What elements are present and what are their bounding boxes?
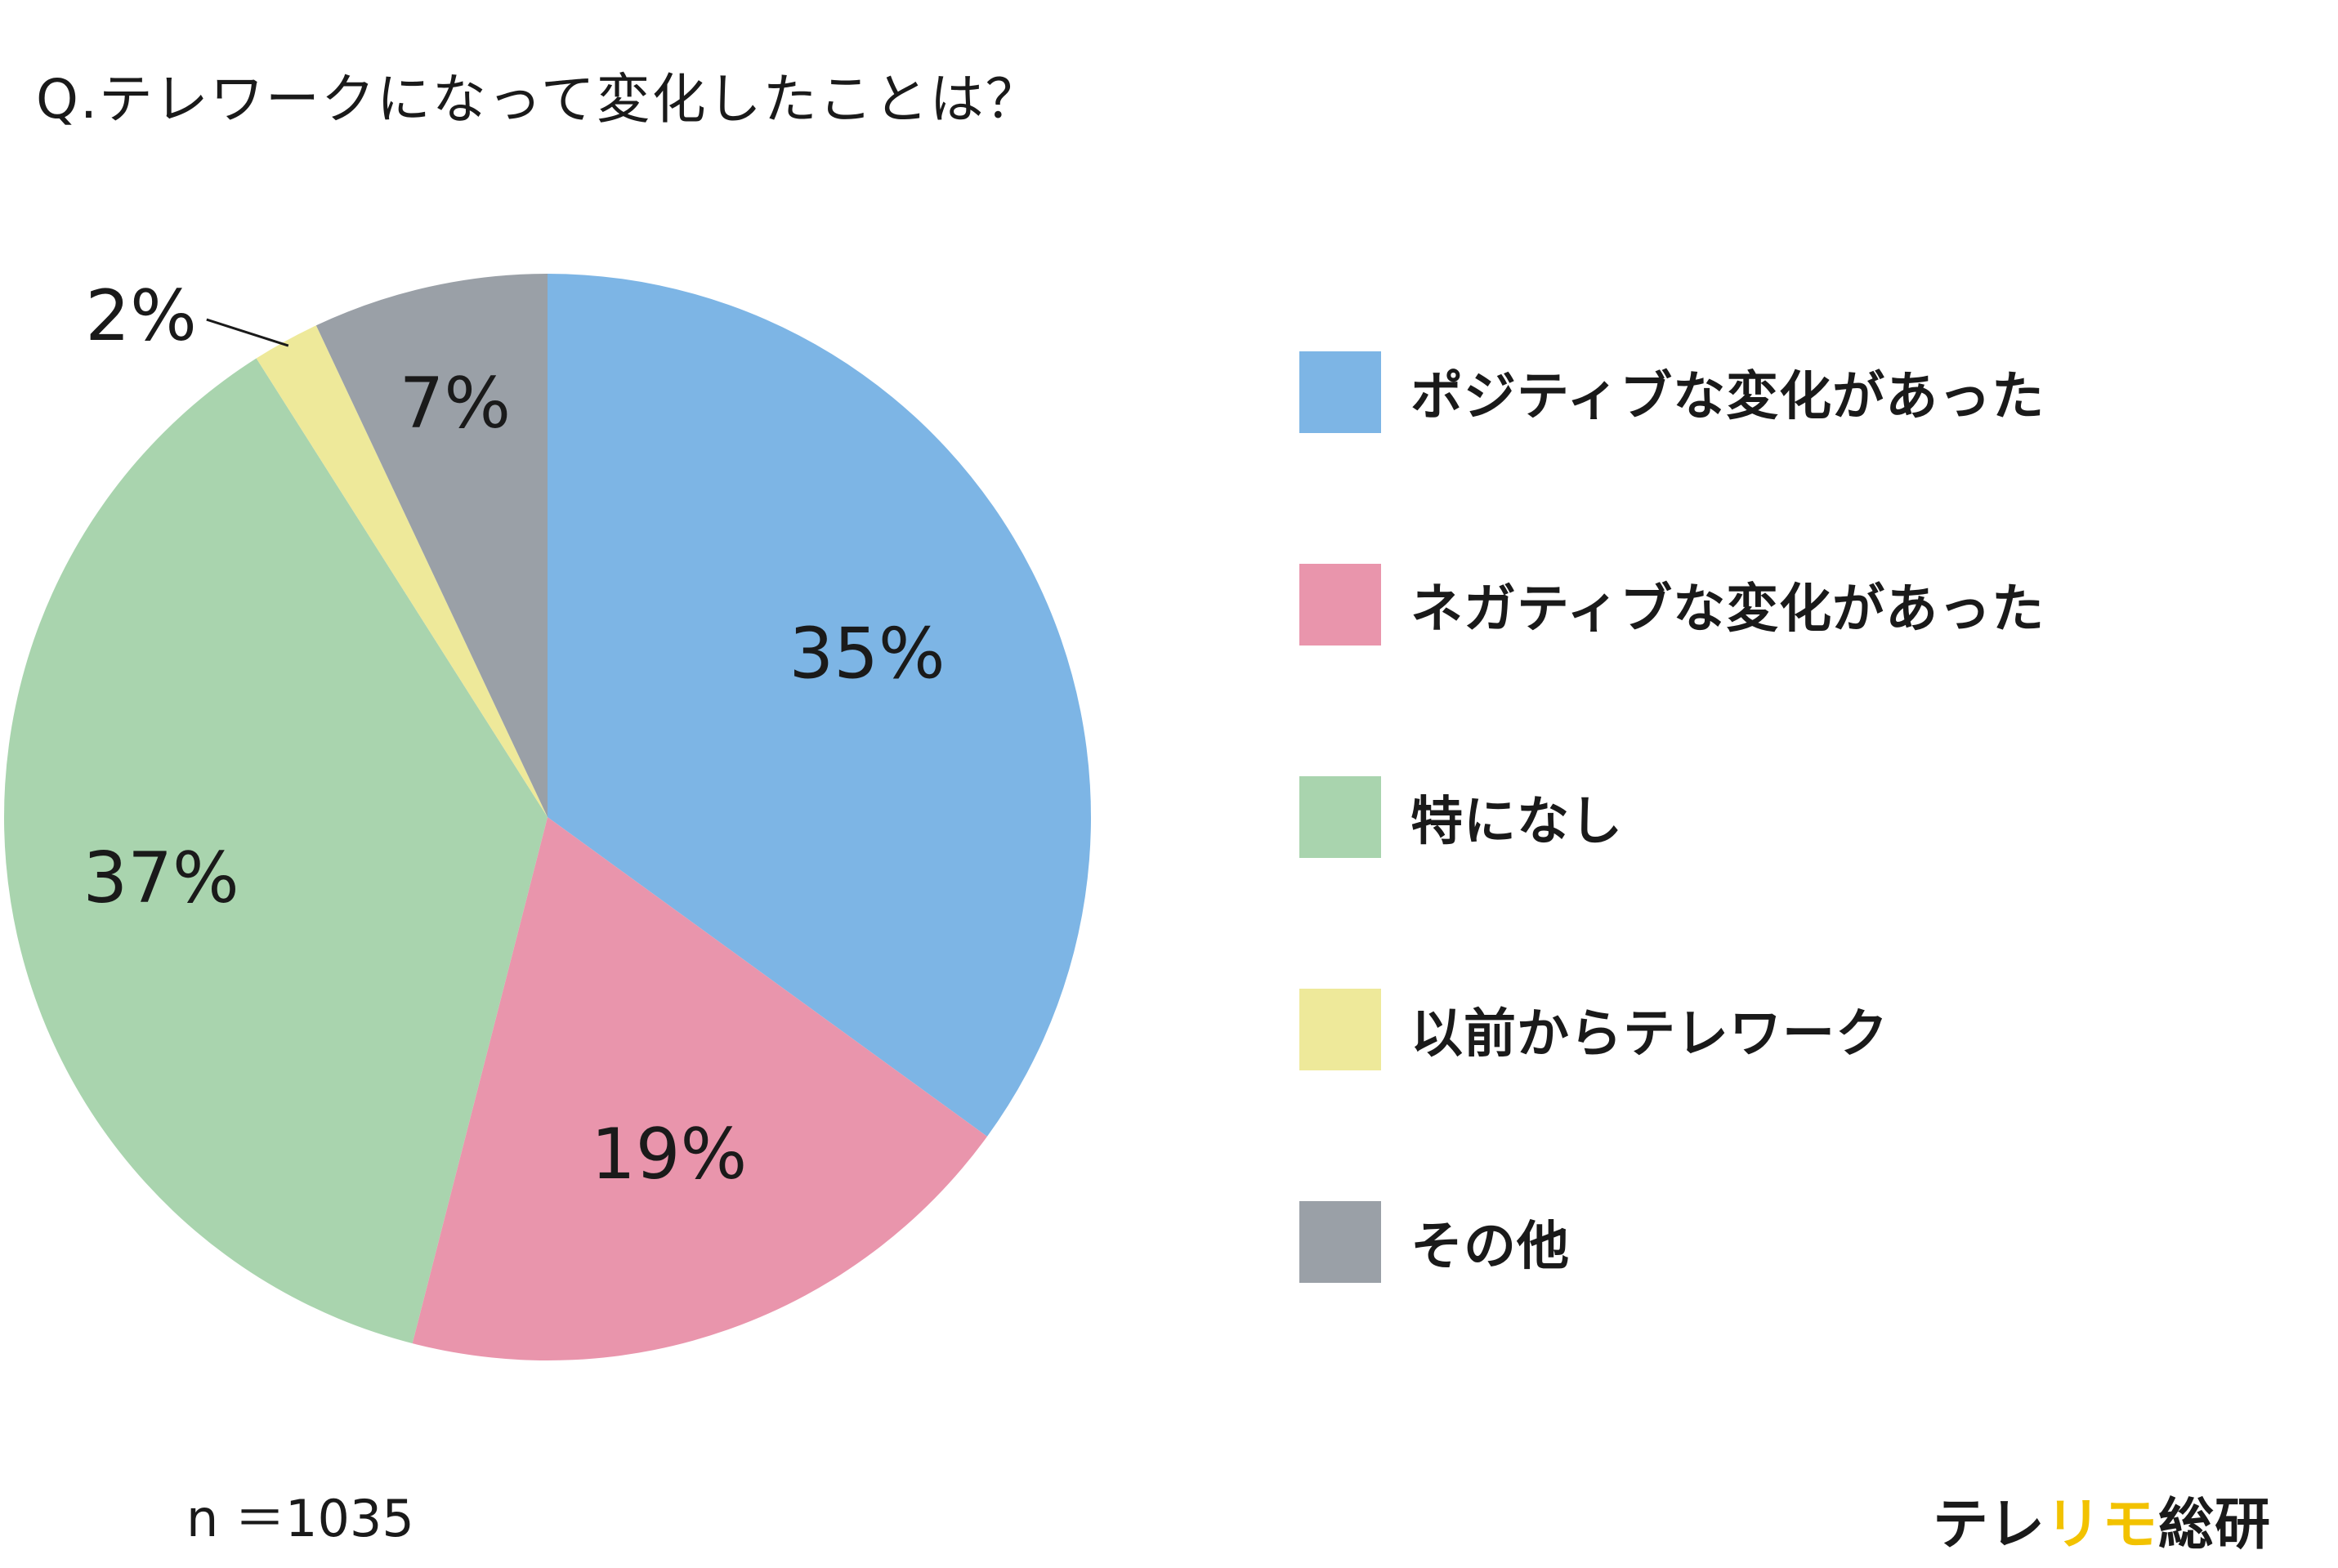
brand-logo: テレリモ総研 xyxy=(1933,1479,2271,1560)
legend-swatch xyxy=(1299,776,1381,858)
legend-item: 特になし xyxy=(1299,776,2045,858)
legend-label: 特になし xyxy=(1410,792,1623,852)
brand-part: テレ xyxy=(1933,1493,2046,1557)
legend: ポジティブな変化があった ネガティブな変化があった 特になし 以前からテレワーク… xyxy=(1299,351,2045,1414)
legend-item: その他 xyxy=(1299,1201,2045,1283)
sample-size: n ＝1035 xyxy=(186,1489,414,1548)
legend-label: 以前からテレワーク xyxy=(1410,1004,1889,1065)
legend-item: ネガティブな変化があった xyxy=(1299,564,2045,646)
legend-swatch xyxy=(1299,351,1381,433)
legend-label: ポジティブな変化があった xyxy=(1410,367,2045,427)
leader-line xyxy=(206,318,289,347)
slice-value-label: 7% xyxy=(400,363,511,444)
legend-item: 以前からテレワーク xyxy=(1299,989,2045,1070)
legend-swatch xyxy=(1299,1201,1381,1283)
chart-title: Q.テレワークになって変化したことは？ xyxy=(36,68,1041,131)
pie-slice xyxy=(4,358,548,1344)
legend-label: その他 xyxy=(1410,1217,1570,1277)
pie-chart: 35% 19% 37% 2% 7% xyxy=(4,274,1092,1360)
legend-item: ポジティブな変化があった xyxy=(1299,351,2045,433)
legend-swatch xyxy=(1299,564,1381,646)
legend-swatch xyxy=(1299,989,1381,1070)
pie-slice xyxy=(315,274,548,817)
pie-slice xyxy=(548,274,1092,1137)
pie-slice xyxy=(256,325,548,817)
slice-value-label: 19% xyxy=(591,1114,747,1195)
legend-label: ネガティブな変化があった xyxy=(1410,579,2045,640)
slice-value-label: 2% xyxy=(85,275,196,357)
pie-slice xyxy=(412,817,987,1360)
brand-part: リモ xyxy=(2045,1493,2159,1557)
slice-value-label: 35% xyxy=(789,614,945,695)
slice-value-label: 37% xyxy=(83,838,239,919)
brand-part: 総研 xyxy=(2158,1493,2272,1557)
